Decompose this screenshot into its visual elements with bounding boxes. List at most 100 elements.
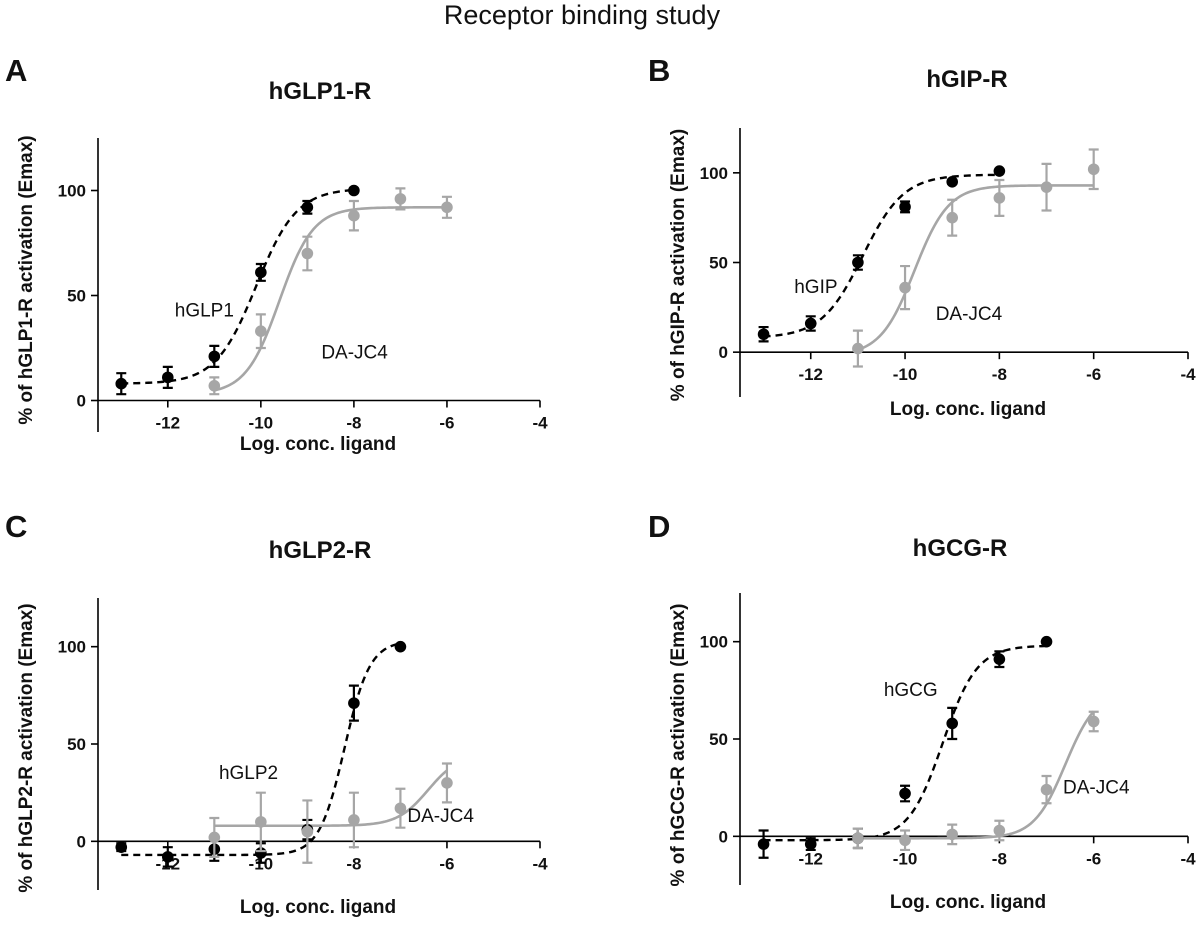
x-tick-label: -10 [893,849,918,868]
da-jc4-data-point [255,816,267,828]
da-jc4-data-point [441,777,453,789]
y-tick-label: 50 [67,735,86,754]
da-jc4-data-point [301,825,314,838]
da-jc4-data-point [394,193,407,205]
hgip-data-point [899,201,911,213]
x-tick-label: -10 [249,414,274,433]
y-axis-title: % of hGLP2-R activation (Emax) [16,603,37,892]
x-tick-label: -8 [992,365,1007,384]
panel-d: D hGCG-R Log. conc. ligand % of hGCG-R a… [648,509,1196,913]
da-jc4-fit-curve [214,769,448,828]
x-tick-label: -12 [798,365,823,384]
y-tick-label: 50 [709,254,728,273]
hgcg-data-point [757,838,770,850]
da-jc4-fit-curve [214,206,447,392]
x-tick-label: -10 [893,365,918,384]
x-axis-title: Log. conc. ligand [890,892,1046,913]
hglp1-data-point [255,266,267,279]
hgip-data-point [852,256,864,269]
series-annotation: hGLP2 [219,763,278,784]
x-tick-label: -4 [1180,365,1196,384]
da-jc4-data-point [899,834,911,847]
x-tick-label: -4 [532,854,548,873]
da-jc4-data-point [1087,163,1100,176]
da-jc4-data-point [348,814,360,826]
da-jc4-data-point [1040,181,1053,193]
hglp2-data-point [394,640,407,653]
y-tick-label: 100 [700,164,728,183]
da-jc4-data-point [993,824,1006,837]
y-tick-label: 50 [709,730,728,749]
hgcg-data-point [1040,635,1053,648]
da-jc4-data-point [394,802,407,815]
da-jc4-data-point [208,831,221,844]
hgip-data-point [946,176,959,188]
x-tick-label: -6 [1086,365,1101,384]
hglp1-fit-curve [121,188,354,385]
da-jc4-data-point [441,201,453,214]
panel-a: A hGLP1-R Log. conc. ligand % of hGLP1-R… [5,53,548,455]
panel-letter: B [648,53,670,88]
y-axis-title: % of hGCG-R activation (Emax) [668,604,689,887]
x-tick-label: -4 [1180,849,1196,868]
series-annotation: hGIP [794,277,837,298]
x-tick-label: -8 [346,414,361,433]
panel-title: hGLP1-R [269,78,372,105]
hgcg-fit-curve [763,644,1047,842]
y-tick-label: 0 [719,827,728,846]
series-annotation: DA-JC4 [321,343,388,364]
x-tick-label: -4 [532,414,548,433]
y-axis-title: % of hGIP-R activation (Emax) [668,129,689,401]
da-jc4-data-point [208,380,221,392]
hgip-data-point [993,165,1006,177]
hglp2-data-point [115,841,128,853]
da-jc4-data-point [255,325,267,338]
panel-b: B hGIP-R Log. conc. ligand % of hGIP-R a… [648,53,1196,420]
x-tick-label: -8 [992,849,1007,868]
da-jc4-fit-curve [857,184,1094,352]
y-tick-label: 100 [700,633,728,652]
panel-letter: C [5,509,27,544]
da-jc4-data-point [301,247,314,260]
panel-title: hGIP-R [926,66,1007,93]
series-annotation: DA-JC4 [1063,778,1130,799]
x-axis-title: Log. conc. ligand [240,897,396,918]
hgip-data-point [804,317,817,330]
panel-title: hGLP2-R [269,537,372,564]
x-tick-label: -8 [346,854,361,873]
hglp1-data-point [115,377,128,390]
da-jc4-data-point [1040,783,1053,796]
hgcg-data-point [804,838,817,850]
hglp1-data-point [301,201,314,214]
x-axis-title: Log. conc. ligand [240,434,396,455]
da-jc4-data-point [852,832,864,845]
x-tick-label: -12 [798,849,823,868]
hgip-fit-curve [763,173,1000,338]
hgcg-data-point [946,717,959,730]
hglp2-data-point [161,851,174,863]
panel-letter: D [648,509,670,544]
hglp1-data-point [208,350,221,363]
series-annotation: DA-JC4 [407,806,474,827]
y-axis-title: % of hGLP1-R activation (Emax) [16,135,37,424]
da-jc4-data-point [348,209,360,222]
panel-title: hGCG-R [913,535,1008,562]
y-tick-label: 50 [67,287,86,306]
hglp2-data-point [348,697,360,709]
y-tick-label: 100 [58,182,86,201]
x-axis-title: Log. conc. ligand [890,399,1046,420]
series-annotation: hGLP1 [175,301,234,322]
hglp1-data-point [161,371,174,384]
x-tick-label: -12 [156,414,181,433]
da-jc4-fit-curve [857,710,1095,840]
da-jc4-data-point [993,192,1006,204]
da-jc4-data-point [899,281,911,294]
da-jc4-data-point [852,342,864,355]
series-annotation: DA-JC4 [936,304,1003,325]
da-jc4-data-point [946,211,959,224]
panel-c: C hGLP2-R Log. conc. ligand % of hGLP2-R… [5,509,548,918]
hgip-data-point [757,328,770,341]
y-tick-label: 0 [77,832,86,851]
x-tick-label: -6 [1086,849,1101,868]
